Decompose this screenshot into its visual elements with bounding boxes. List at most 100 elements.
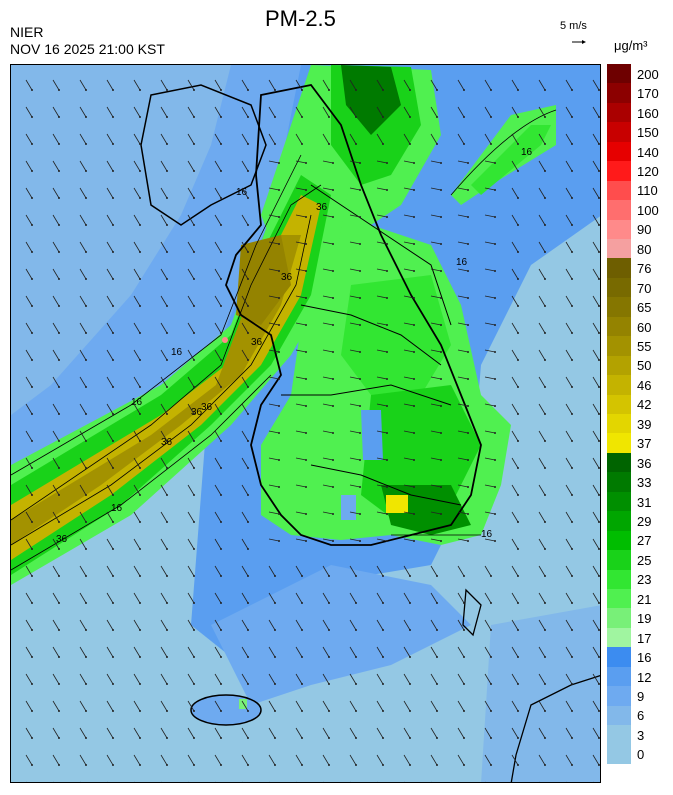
wind-vector-head (328, 683, 330, 685)
wind-vector-head (413, 351, 415, 353)
wind-vector (187, 268, 195, 280)
wind-vector-head (301, 602, 303, 604)
wind-vector (511, 79, 519, 91)
wind-vector-head (139, 89, 141, 91)
wind-vector (538, 646, 546, 658)
wind-vector-head (305, 189, 307, 191)
wind-vector (565, 403, 573, 415)
wind-vector-head (112, 683, 114, 685)
wind-vector-head (463, 575, 465, 577)
wind-vector (25, 700, 33, 712)
wind-vector-head (382, 143, 384, 145)
wind-vector (322, 322, 334, 326)
jeju-island (190, 694, 262, 726)
wind-vector (161, 781, 162, 782)
wind-vector (241, 430, 249, 442)
wind-vector (295, 133, 303, 145)
wind-vector-head (166, 143, 168, 145)
wind-vector-head (85, 116, 87, 118)
wind-vector-head (332, 297, 334, 299)
wind-vector (592, 430, 600, 442)
wind-vector-head (409, 143, 411, 145)
wind-vector (538, 214, 546, 226)
wind-vector-head (598, 548, 600, 550)
colorbar-swatch (607, 491, 631, 512)
wind-vector-head (139, 116, 141, 118)
wind-vector (52, 511, 60, 523)
wind-vector-head (355, 629, 357, 631)
wind-vector-head (112, 386, 114, 388)
wind-vector (376, 187, 388, 191)
wind-vector-head (278, 324, 280, 326)
wind-vector-head (31, 521, 33, 523)
pm25-map[interactable]: 16 16 16 16 16 16 16 36 36 36 36 36 36 3… (10, 64, 601, 783)
wind-vector-head (31, 332, 33, 334)
wind-vector (322, 592, 330, 604)
wind-vector-head (544, 737, 546, 739)
wind-vector-head (301, 656, 303, 658)
wind-vector-head (544, 170, 546, 172)
wind-vector (79, 619, 87, 631)
wind-vector (322, 403, 334, 407)
wind-vector (133, 79, 141, 91)
wind-vector (268, 700, 276, 712)
wind-vector-head (440, 324, 442, 326)
wind-vector (538, 376, 546, 388)
wind-vector (403, 79, 411, 91)
wind-vector-head (598, 197, 600, 199)
wind-vector (484, 430, 496, 434)
wind-vector (565, 457, 573, 469)
wind-vector (295, 106, 303, 118)
wind-vector (187, 673, 195, 685)
inland-low-zone-2 (341, 495, 356, 520)
wind-vector-head (274, 602, 276, 604)
wind-vector-head (544, 89, 546, 91)
wind-vector-head (274, 764, 276, 766)
wind-vector (565, 349, 573, 361)
wind-vector-head (274, 710, 276, 712)
wind-vector-head (193, 521, 195, 523)
wind-vector-head (220, 305, 222, 307)
wind-vector (241, 457, 249, 469)
south-sea-zone (211, 565, 471, 705)
wind-vector-head (571, 116, 573, 118)
wind-vector (79, 457, 87, 469)
wind-reference-arrow-icon (572, 40, 586, 44)
wind-vector-head (85, 305, 87, 307)
wind-vector-head (413, 216, 415, 218)
wind-vector-head (409, 710, 411, 712)
wind-vector-head (571, 629, 573, 631)
wind-vector-head (278, 351, 280, 353)
wind-vector-head (332, 405, 334, 407)
wind-vector (511, 376, 519, 388)
wind-vector (349, 619, 357, 631)
wind-vector (349, 511, 361, 515)
wind-vector-head (193, 251, 195, 253)
wind-vector-head (463, 656, 465, 658)
wind-vector-head (436, 656, 438, 658)
wind-vector (457, 511, 469, 515)
wind-vector-head (58, 143, 60, 145)
wind-vector-head (359, 270, 361, 272)
wind-vector-head (274, 737, 276, 739)
wind-vector (295, 565, 303, 577)
colorbar-tick-label: 60 (637, 319, 652, 335)
wind-vector-head (355, 575, 357, 577)
wind-vector-head (355, 737, 357, 739)
wind-vector (430, 79, 438, 91)
wind-vector-head (193, 143, 195, 145)
wind-vector (322, 565, 330, 577)
wind-vector-head (112, 629, 114, 631)
wind-vector (133, 646, 141, 658)
wind-vector-head (166, 710, 168, 712)
wind-vector (160, 484, 168, 496)
wind-vector (565, 565, 573, 577)
wind-vector-head (598, 683, 600, 685)
wind-vector-head (220, 170, 222, 172)
wind-vector-head (440, 540, 442, 542)
wind-vector (376, 511, 388, 515)
colorbar-swatch (607, 647, 631, 668)
colorbar-tick-label: 100 (637, 202, 659, 218)
wind-vector (133, 754, 141, 766)
wind-vector (430, 565, 438, 577)
